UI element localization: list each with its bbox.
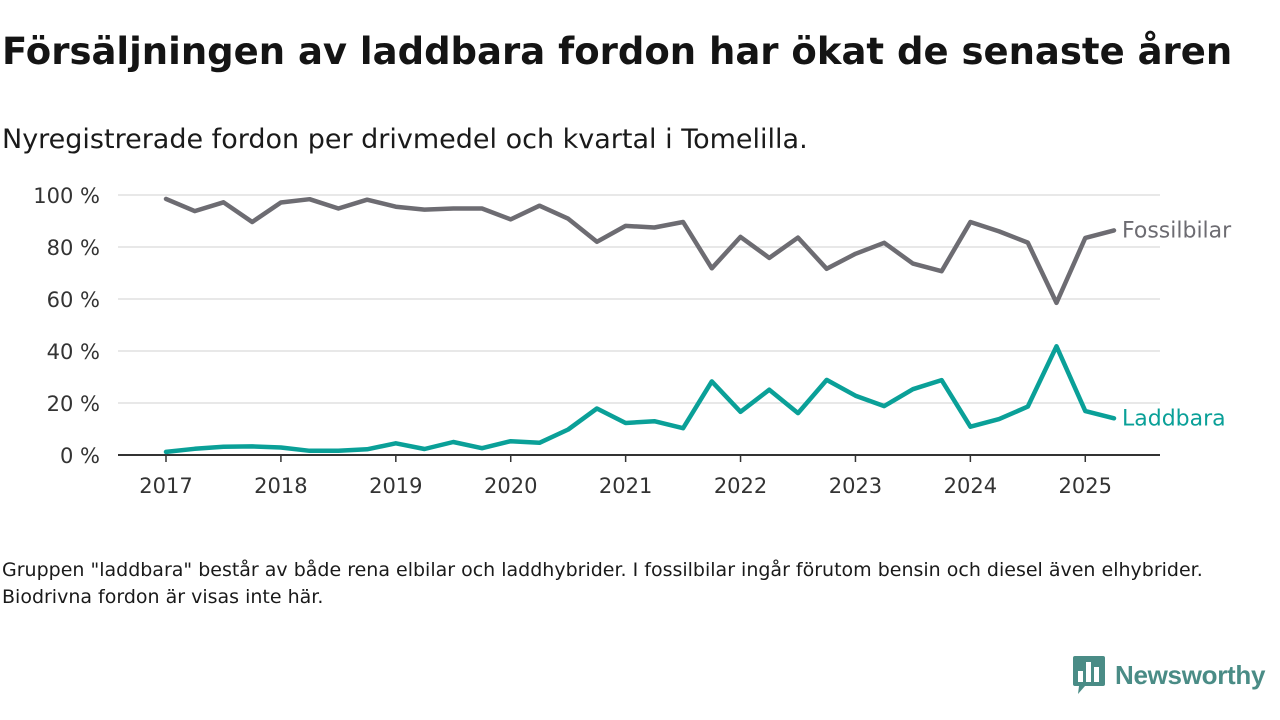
series-line-fossilbilar <box>163 196 1117 306</box>
x-tick-label: 2020 <box>484 474 537 498</box>
y-tick-label: 0 % <box>60 444 100 468</box>
chart-title: Försäljningen av laddbara fordon har öka… <box>2 30 1233 73</box>
y-axis-ticks: 0 % 20 % 40 % 60 % 80 % 100 % <box>33 184 100 468</box>
series-line-laddbara <box>163 344 1117 455</box>
footnote: Gruppen "laddbara" består av både rena e… <box>2 559 1203 608</box>
x-tick-label: 2018 <box>254 474 307 498</box>
series-label-fossilbilar: Fossilbilar <box>1122 218 1232 243</box>
x-axis-ticks: 2017 2018 2019 2020 2021 2022 2023 2024 2025 <box>139 455 1112 498</box>
x-tick-label: 2017 <box>139 474 192 498</box>
x-tick-label: 2022 <box>714 474 767 498</box>
bar-chart-speech-bubble-icon <box>1073 656 1105 694</box>
brand-logo: Newsworthy <box>1072 654 1280 696</box>
x-tick-label: 2025 <box>1059 474 1112 498</box>
line-chart: 0 % 20 % 40 % 60 % 80 % 100 % 2017 2018 2019 202… <box>33 184 1232 498</box>
series <box>163 196 1117 455</box>
brand-name: Newsworthy <box>1115 659 1266 690</box>
y-tick-label: 20 % <box>47 392 100 416</box>
x-tick-label: 2024 <box>944 474 997 498</box>
y-tick-label: 60 % <box>47 288 100 312</box>
gridlines <box>118 194 1160 404</box>
y-tick-label: 40 % <box>47 340 100 364</box>
x-tick-label: 2019 <box>369 474 422 498</box>
y-tick-label: 100 % <box>33 184 100 208</box>
x-tick-label: 2021 <box>599 474 652 498</box>
y-tick-label: 80 % <box>47 236 100 260</box>
series-labels: Fossilbilar Laddbara <box>1122 218 1232 431</box>
x-tick-label: 2023 <box>829 474 882 498</box>
series-label-laddbara: Laddbara <box>1122 406 1226 431</box>
chart-subtitle: Nyregistrerade fordon per drivmedel och … <box>2 124 808 155</box>
